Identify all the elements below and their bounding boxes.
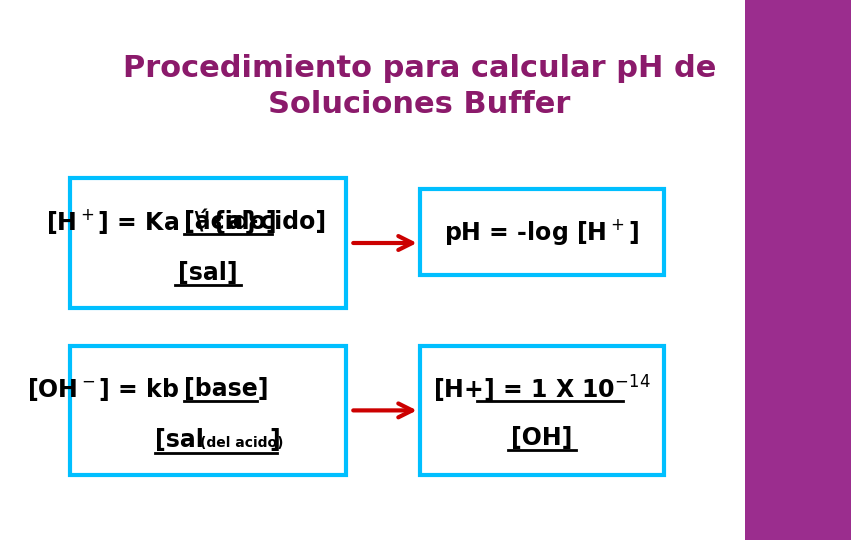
Text: ]: ]	[269, 428, 280, 452]
Text: Procedimiento para calcular pH de
Soluciones Buffer: Procedimiento para calcular pH de Soluci…	[123, 54, 717, 119]
Text: [base]: [base]	[184, 377, 268, 401]
Text: [sal]: [sal]	[178, 261, 237, 285]
Text: pH = -log [H$^+$]: pH = -log [H$^+$]	[444, 217, 639, 247]
FancyBboxPatch shape	[70, 178, 346, 308]
Text: [OH$^-$] = kb: [OH$^-$] = kb	[27, 375, 180, 402]
FancyBboxPatch shape	[420, 189, 664, 275]
Text: [H+] = 1 X 10$^{-14}$: [H+] = 1 X 10$^{-14}$	[433, 374, 650, 404]
Text: [\'{a}cido]: [\'{a}cido]	[184, 210, 326, 234]
Text: [OH]: [OH]	[511, 426, 573, 450]
Text: [sal: [sal	[155, 428, 204, 452]
Bar	[745, 0, 851, 540]
Text: (del acido): (del acido)	[200, 436, 283, 450]
FancyBboxPatch shape	[70, 346, 346, 475]
Text: [H$^+$] = Ka: [H$^+$] = Ka	[46, 207, 180, 236]
FancyBboxPatch shape	[420, 346, 664, 475]
Text: [ácido]: [ácido]	[184, 210, 277, 234]
